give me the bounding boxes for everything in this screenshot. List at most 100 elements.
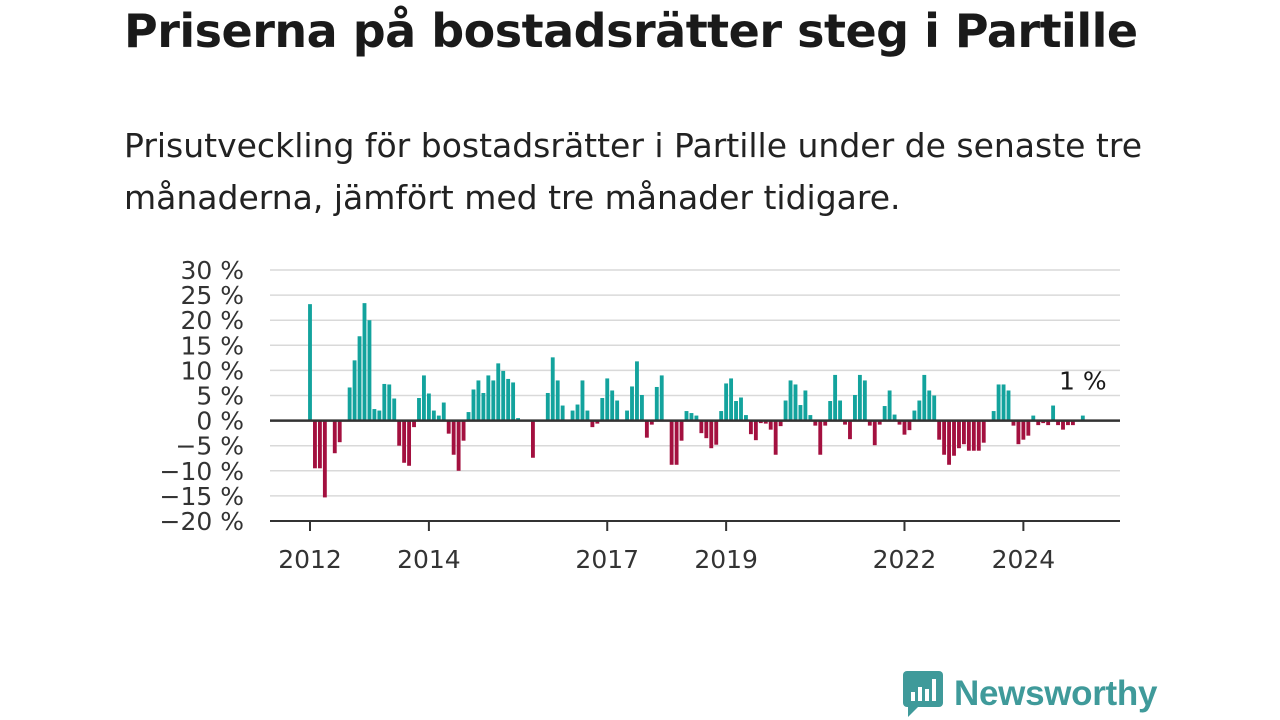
bar — [496, 363, 501, 421]
axes — [270, 419, 1120, 531]
bar — [426, 393, 431, 421]
x-tick-label: 2019 — [694, 545, 758, 574]
bar — [308, 304, 312, 421]
bar — [585, 410, 590, 421]
bar — [739, 397, 743, 421]
brand-name: Newsworthy — [954, 674, 1158, 713]
bar — [1021, 420, 1026, 440]
bar — [828, 401, 833, 421]
bar — [412, 420, 416, 428]
bar — [917, 400, 922, 421]
bar — [531, 420, 535, 458]
bar — [699, 420, 704, 434]
bar — [867, 420, 872, 426]
bar — [446, 420, 451, 434]
bar — [555, 380, 560, 421]
bar — [872, 420, 877, 446]
bar — [714, 420, 719, 445]
y-tick-label: −5 % — [175, 432, 244, 461]
bar — [615, 400, 620, 421]
bar — [1026, 420, 1031, 436]
bar — [337, 420, 342, 443]
bar — [377, 410, 382, 421]
bar — [853, 395, 857, 421]
x-tick-label: 2024 — [992, 545, 1056, 574]
bar — [431, 410, 436, 421]
bar — [942, 420, 947, 455]
y-tick-label: 15 % — [180, 331, 244, 360]
bar — [1056, 420, 1060, 426]
bars — [308, 303, 1085, 498]
bar — [763, 420, 768, 424]
bar — [436, 415, 441, 421]
bar — [729, 378, 734, 421]
bar — [317, 420, 322, 469]
bar — [1006, 390, 1011, 421]
bar — [966, 420, 971, 451]
x-tick-label: 2017 — [575, 545, 639, 574]
bar — [575, 404, 580, 421]
bar — [922, 374, 927, 421]
bar — [719, 411, 724, 421]
bar — [471, 389, 476, 421]
bar — [684, 411, 689, 421]
bar — [392, 398, 397, 421]
bar — [857, 374, 862, 421]
bar — [744, 415, 748, 421]
bar — [674, 420, 679, 465]
bar — [1080, 415, 1085, 421]
bar — [798, 405, 803, 421]
bar — [560, 405, 565, 421]
bar-chart: 30 %25 %20 %15 %10 %5 %0 %−5 %−10 %−15 %… — [160, 256, 1120, 574]
bar — [332, 420, 337, 454]
bar — [947, 420, 951, 465]
bar — [709, 420, 714, 449]
bar — [1070, 420, 1075, 426]
bar — [545, 392, 550, 421]
bar — [962, 420, 966, 445]
bar — [788, 380, 793, 421]
bar — [501, 370, 506, 421]
bar — [595, 420, 600, 424]
bar — [461, 420, 466, 441]
bar — [506, 378, 511, 421]
bar — [887, 390, 892, 421]
bar — [952, 420, 956, 456]
bar — [357, 336, 362, 421]
y-tick-label: 5 % — [196, 382, 244, 411]
bar — [476, 380, 481, 421]
last-value-annotation: 1 % — [1059, 367, 1107, 396]
bar — [768, 420, 773, 430]
bar — [630, 386, 634, 421]
bar — [1041, 420, 1046, 424]
bar — [456, 420, 461, 471]
bar — [823, 420, 828, 426]
y-tick-label: 0 % — [196, 407, 244, 436]
bar — [362, 303, 367, 421]
bar — [635, 361, 639, 421]
y-tick-label: 30 % — [180, 256, 244, 285]
chart-subtitle: Prisutveckling för bostadsrätter i Parti… — [124, 126, 1143, 217]
bar — [407, 420, 412, 466]
bar — [441, 402, 446, 421]
bar — [907, 420, 912, 431]
bar — [1061, 420, 1065, 430]
bar — [466, 412, 471, 421]
bar — [724, 383, 729, 421]
bar — [694, 415, 699, 421]
bar — [843, 420, 847, 425]
bar — [590, 420, 595, 428]
bar — [397, 420, 402, 446]
bar — [758, 420, 763, 424]
bar — [932, 395, 937, 421]
bar — [783, 400, 788, 421]
bar — [833, 374, 838, 421]
bar — [748, 420, 753, 435]
page-title: Priserna på bostadsrätter steg i Partill… — [124, 4, 1138, 58]
bar — [704, 420, 709, 439]
bar — [352, 360, 357, 421]
bar — [996, 384, 1001, 421]
bar — [347, 387, 352, 421]
bar — [486, 375, 491, 421]
bar — [793, 384, 798, 421]
